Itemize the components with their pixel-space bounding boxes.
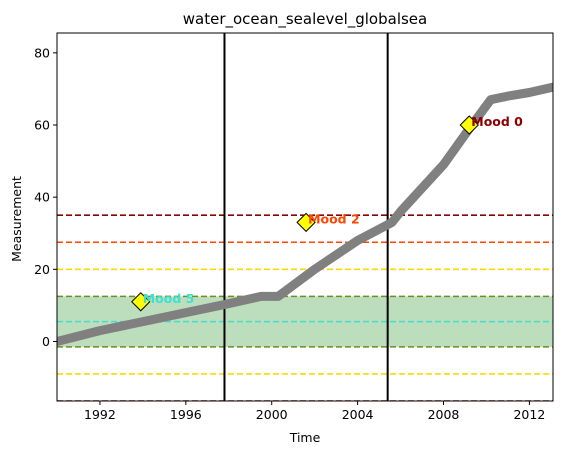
- y-tick-label-2: 40: [34, 190, 50, 205]
- x-tick-label-4: 2008: [428, 407, 460, 422]
- annotation-label-2: Mood 0: [471, 114, 523, 129]
- x-axis-label: Time: [289, 430, 321, 445]
- x-tick-label-5: 2012: [513, 407, 545, 422]
- y-tick-label-3: 60: [34, 118, 50, 133]
- x-tick-label-1: 1996: [170, 407, 202, 422]
- annotation-label-0: Mood 5: [143, 291, 195, 306]
- plot-content: [57, 33, 553, 401]
- annotation-label-1: Mood 2: [308, 211, 360, 226]
- y-tick-label-1: 20: [34, 262, 50, 277]
- y-tick-label-4: 80: [34, 45, 50, 60]
- plot-frame: [56, 32, 554, 402]
- x-tick-label-0: 1992: [84, 407, 116, 422]
- x-tick-label-3: 2004: [342, 407, 374, 422]
- annotation-marker-0: [131, 292, 151, 312]
- y-axis-label: Measurement: [9, 176, 24, 262]
- annotation-marker-2: [459, 115, 479, 135]
- plot-area: Mood 5 Mood 2 Mood 0 1992 1996 2000 2004 2008 20…: [34, 32, 554, 422]
- series-line-0: [57, 82, 553, 346]
- x-tick-label-2: 2000: [256, 407, 288, 422]
- chart-title: water_ocean_sealevel_globalsea: [183, 10, 427, 29]
- y-tick-label-0: 0: [42, 334, 50, 349]
- annotation-marker-1: [296, 212, 316, 233]
